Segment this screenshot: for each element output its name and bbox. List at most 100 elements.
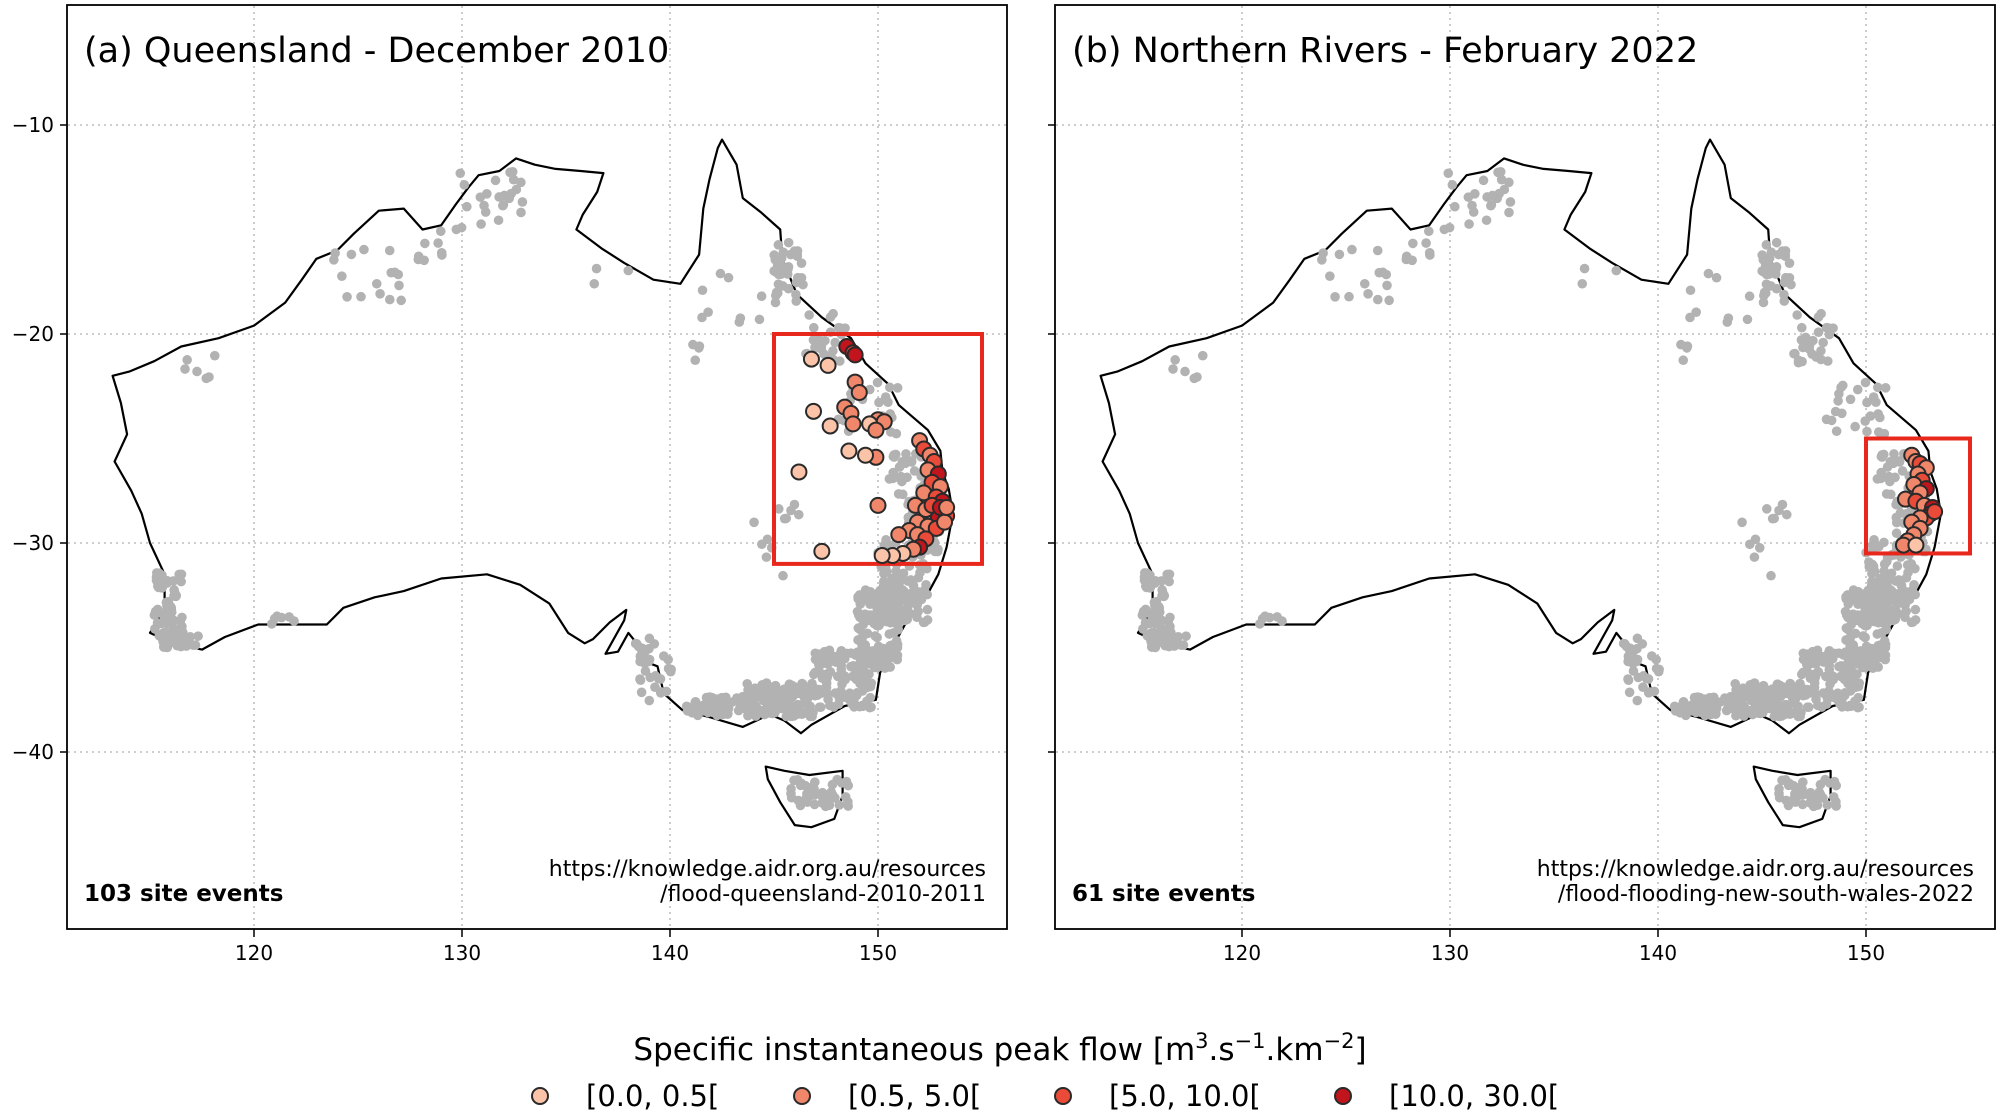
gauge-site-dot <box>1837 408 1847 419</box>
gauge-site-dot <box>1814 787 1825 797</box>
gauge-site-dot <box>1758 680 1769 691</box>
gauge-site-dot <box>1450 201 1460 212</box>
gauge-site-dot <box>761 706 772 717</box>
gauge-site-dot <box>160 627 171 638</box>
gauge-site-dot <box>1145 618 1155 629</box>
gauge-site-dot <box>635 651 646 662</box>
gauge-site-dot <box>1344 291 1354 302</box>
gauge-site-dot <box>1816 354 1826 365</box>
gauge-site-dot <box>1421 238 1431 248</box>
gauge-site-dot <box>843 780 854 791</box>
gauge-site-dot <box>889 598 900 609</box>
y-tick-label: −30 <box>12 531 54 555</box>
graticule-a <box>68 6 1006 928</box>
gauge-site-dot <box>149 610 160 620</box>
gauge-site-dot <box>1891 528 1902 539</box>
gauge-site-dot <box>1839 690 1850 701</box>
gauge-site-dot <box>829 651 839 662</box>
gauge-site-dot <box>1325 271 1335 281</box>
gauge-site-dot <box>860 676 871 686</box>
gauge-site-dot <box>329 255 339 265</box>
gauge-site-dot <box>1424 247 1435 258</box>
gauge-site-dot <box>1721 705 1732 716</box>
gauge-site-dot <box>880 392 891 402</box>
gauge-site-dot <box>1623 674 1633 684</box>
gauge-site-dot <box>1481 215 1492 226</box>
flood-event-marker <box>821 417 839 435</box>
gauge-site-dot <box>897 476 907 487</box>
gauge-site-dot <box>1748 680 1759 691</box>
gauge-site-dot <box>773 504 784 514</box>
gauge-site-dot <box>816 791 827 801</box>
gauge-site-dot <box>884 382 895 393</box>
gauge-site-dot <box>820 335 830 346</box>
gauge-site-dot <box>1766 570 1776 581</box>
gauge-site-dot <box>1798 777 1808 787</box>
gauge-site-dot <box>1633 672 1644 683</box>
gauge-site-dot <box>743 700 754 710</box>
gauge-site-dot <box>903 576 913 586</box>
gauge-site-dot <box>715 268 726 279</box>
gauge-site-dot <box>835 689 846 700</box>
gauge-site-dot <box>1848 640 1858 650</box>
gauge-site-dot <box>176 576 186 587</box>
flood-event-marker <box>819 356 837 374</box>
gauge-site-dot <box>635 674 645 684</box>
legend-marker <box>531 1087 549 1105</box>
gauge-site-dot <box>858 648 869 659</box>
gauge-site-dot <box>1171 634 1181 644</box>
flood-event-marker <box>813 542 831 560</box>
gauge-site-dot <box>792 699 803 710</box>
gauge-site-dot <box>508 174 519 185</box>
gauge-site-dot <box>1758 254 1769 265</box>
gauge-site-dot <box>1866 580 1877 591</box>
gauge-site-dot <box>1805 798 1815 808</box>
gauge-site-dot <box>888 578 899 588</box>
gauge-site-dot <box>792 251 803 262</box>
gauge-site-dot <box>872 377 883 388</box>
gauge-site-dot <box>1858 631 1868 641</box>
gauge-site-dot <box>663 654 673 665</box>
gauge-site-dot <box>1447 180 1458 190</box>
gauge-site-dot <box>1504 177 1514 188</box>
gauge-site-dot <box>1879 428 1890 439</box>
gauge-site-dot <box>851 674 862 685</box>
gauge-site-dot <box>688 701 699 711</box>
gauge-site-dot <box>1749 706 1760 717</box>
gauge-site-dot <box>1439 224 1450 235</box>
gauge-site-dot <box>420 238 430 249</box>
gauge-site-dot <box>1464 219 1474 229</box>
gauge-site-dot <box>1649 686 1660 697</box>
gauge-site-dot <box>760 680 771 691</box>
gauge-site-dot <box>860 640 870 650</box>
gauge-site-dot <box>855 599 866 609</box>
panel-northern-rivers: (b) Northern Rivers - February 2022 61 s… <box>1054 4 1996 930</box>
gauge-site-dot <box>697 285 708 296</box>
flood-event-marker <box>869 496 887 514</box>
gauge-site-dot <box>1382 280 1392 291</box>
gauge-site-dot <box>851 690 862 701</box>
gauge-site-dot <box>1758 707 1768 718</box>
gauge-site-dot <box>1774 784 1784 794</box>
gauge-site-dot <box>1710 702 1721 713</box>
gauge-site-dot <box>878 580 889 591</box>
gauge-site-dot <box>507 167 518 177</box>
gauge-site-dot <box>897 605 908 616</box>
gauge-site-dot <box>1347 244 1357 255</box>
gauge-site-dot <box>770 254 781 265</box>
gauge-site-dot <box>168 576 179 586</box>
gauge-site-dot <box>1777 499 1788 510</box>
gauge-site-dot <box>1868 654 1878 665</box>
gauge-site-dot <box>1811 694 1821 705</box>
gauge-site-dot <box>1754 543 1765 553</box>
gauge-site-dot <box>267 619 277 629</box>
gauge-site-dot <box>1885 593 1896 604</box>
gauge-site-dot <box>451 224 462 235</box>
gauge-site-dot <box>1836 382 1846 393</box>
gauge-site-dot <box>1691 307 1701 317</box>
gauge-site-dot <box>780 700 791 710</box>
gauge-site-dot <box>1781 509 1792 520</box>
gauge-site-dot <box>1893 608 1903 619</box>
flood-event-marker <box>873 547 891 565</box>
gauge-site-dot <box>623 265 634 276</box>
